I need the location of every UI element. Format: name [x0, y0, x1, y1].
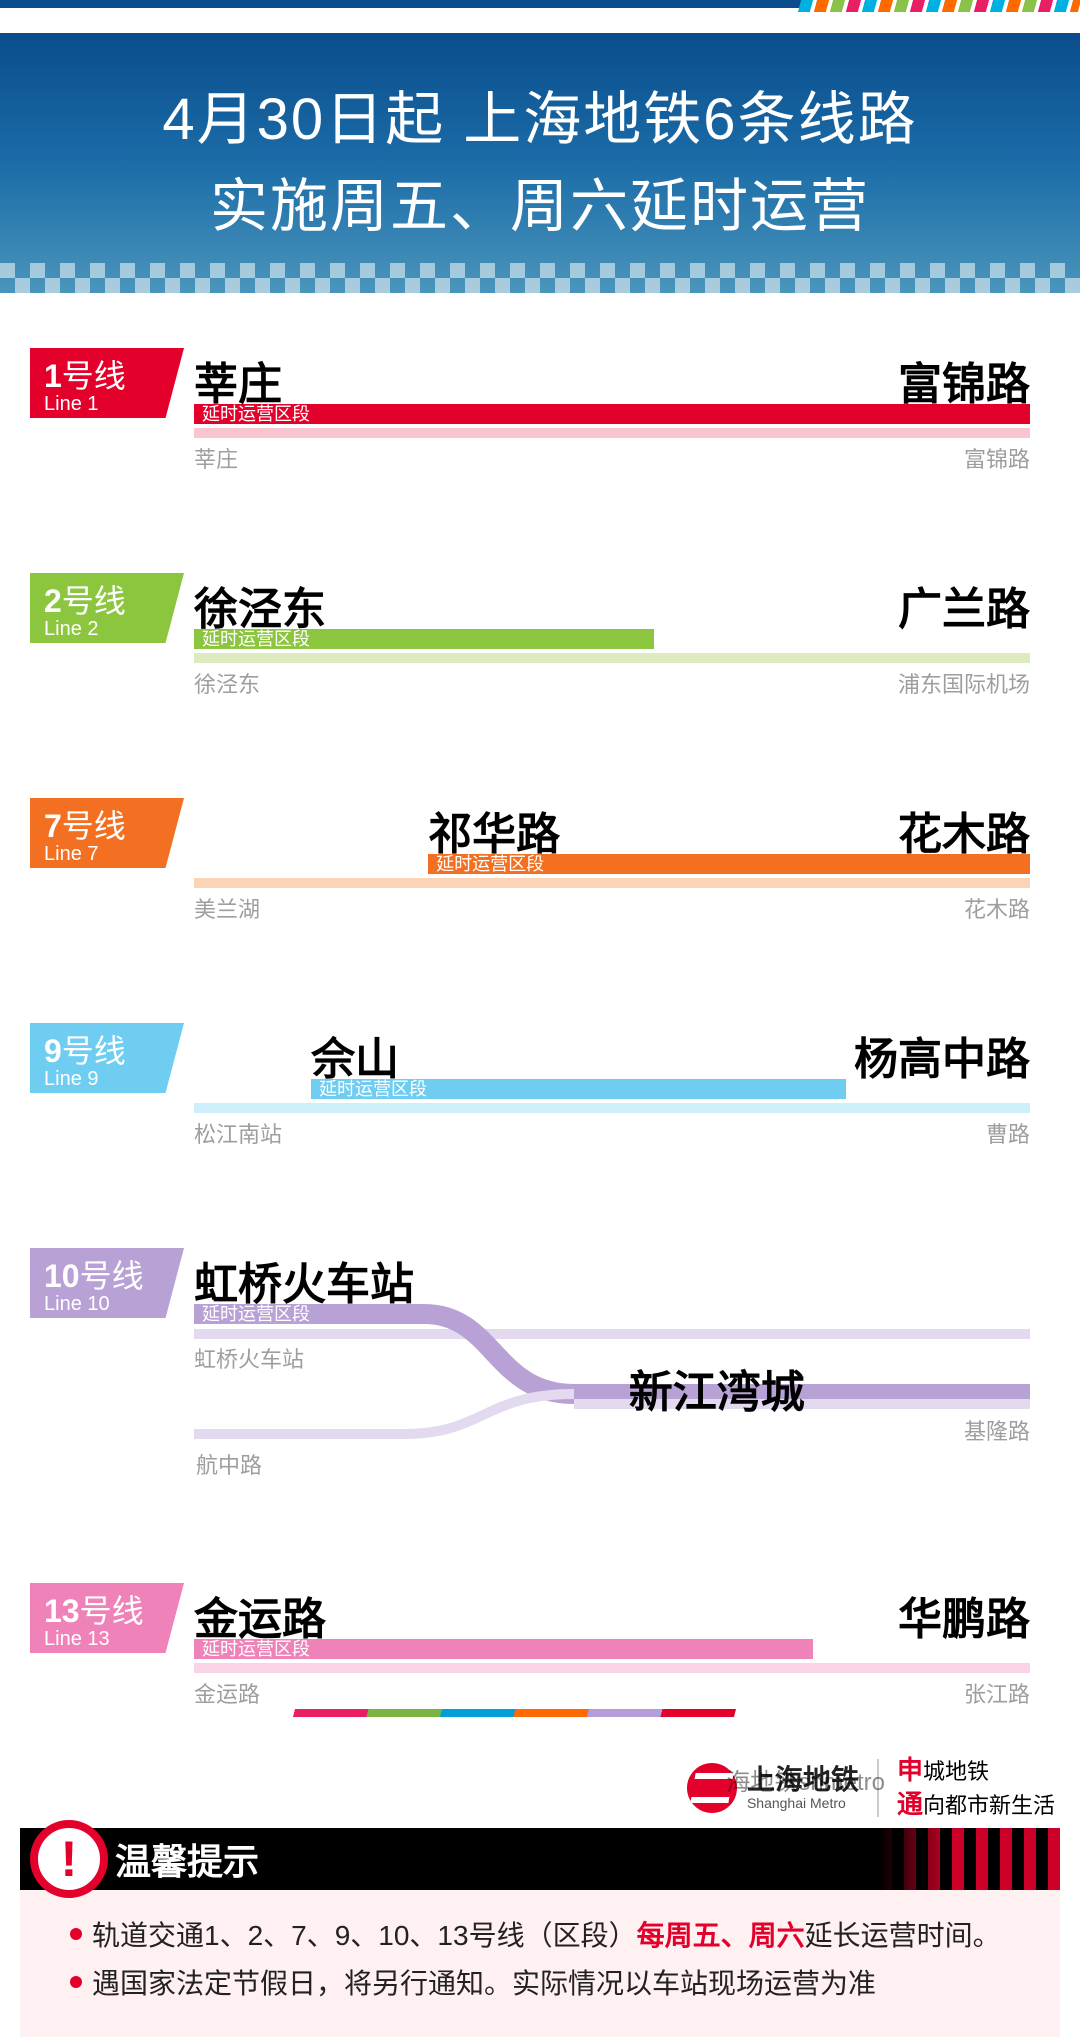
full-start-13: 金运路 [194, 1677, 260, 1709]
ext-end-9: 杨高中路 [854, 1023, 1030, 1087]
full-bar-2 [194, 653, 1030, 663]
track-2: 徐泾东 广兰路 延时运营区段 徐泾东 浦东国际机场 [194, 573, 1030, 625]
full-start-2: 徐泾东 [194, 667, 260, 699]
track-10: 虹桥火车站 延时运营区段 虹桥火车站 新江湾城 [194, 1248, 1030, 1300]
header-checker-pattern [0, 263, 1080, 293]
lines-area: 1号线 Line 1 莘庄 富锦路 延时运营区段 莘庄 富锦路 2号线 [0, 293, 1080, 1818]
top-accent-stripe [0, 0, 1080, 8]
line-row-10: 10号线 Line 10 虹桥火车站 延时运营区段 [30, 1248, 1030, 1528]
brand-en: Shanghai Metro [747, 1796, 859, 1811]
ext-start-10: 虹桥火车站 [194, 1248, 414, 1312]
track-9: 佘山 杨高中路 延时运营区段 松江南站 曹路 [194, 1023, 1030, 1075]
branch-svg-10 [194, 1304, 1030, 1474]
ext-end-1: 富锦路 [898, 348, 1030, 412]
ext-end-13: 华鹏路 [898, 1583, 1030, 1647]
tagline-rest2: 向都市新生活 [923, 1793, 1055, 1818]
ext-bar-1 [194, 404, 1030, 424]
tagline: 申城地铁 通向都市新生活 [897, 1754, 1055, 1822]
line-row-9: 9号线 Line 9 佘山 杨高中路 延时运营区段 松江南站 曹路 [30, 1023, 1030, 1193]
tagline-bold2: 通 [897, 1789, 923, 1819]
segment-tag-10: 延时运营区段 [194, 1304, 318, 1324]
line-badge-1: 1号线 Line 1 [30, 348, 184, 418]
line-badge-10: 10号线 Line 10 [30, 1248, 184, 1318]
ext-end-7: 花木路 [898, 798, 1030, 862]
ext-start-13: 金运路 [194, 1583, 326, 1647]
full-end-10: 基隆路 [964, 1414, 1030, 1446]
full-bar-13 [194, 1663, 1030, 1673]
header-line2: 实施周五、周六延时运营 [210, 174, 870, 239]
full-end-2: 浦东国际机场 [898, 667, 1030, 699]
line-badge-7: 7号线 Line 7 [30, 798, 184, 868]
ext-end-10: 新江湾城 [629, 1356, 805, 1420]
full-bar-1 [194, 428, 1030, 438]
segment-tag-13: 延时运营区段 [194, 1639, 318, 1659]
ext-start-2: 徐泾东 [194, 573, 326, 637]
full-end-1: 富锦路 [964, 442, 1030, 474]
line-badge-9: 9号线 Line 9 [30, 1023, 184, 1093]
full-start-10: 虹桥火车站 [194, 1342, 304, 1374]
tagline-bold1: 申 [897, 1755, 923, 1785]
ext-start-1: 莘庄 [194, 348, 282, 412]
full-start-1: 莘庄 [194, 442, 238, 474]
ext-start-9: 佘山 [311, 1023, 399, 1087]
line-row-13: 13号线 Line 13 金运路 华鹏路 延时运营区段 金运路 张江路 [30, 1583, 1030, 1753]
header-line1: 4月30日起 上海地铁6条线路 [162, 87, 917, 152]
alert-icon: ! [30, 1820, 108, 1898]
header-band: 4月30日起 上海地铁6条线路 实施周五、周六延时运营 [0, 33, 1080, 293]
full-end-9: 曹路 [986, 1117, 1030, 1149]
notice-item-1: 遇国家法定节假日，将另行通知。实际情况以车站现场运营为准 [70, 1960, 1030, 2008]
ext-end-2: 广兰路 [898, 573, 1030, 637]
segment-tag-2: 延时运营区段 [194, 629, 318, 649]
full-start-9: 松江南站 [194, 1117, 282, 1149]
notice-title: 温馨提示 [115, 1833, 259, 1885]
branch2-start-10: 航中路 [196, 1448, 262, 1480]
footer: 上海地铁 Shanghai Metro 申城地铁 通向都市新生活 海地铁shme… [0, 1754, 1055, 1822]
track-13: 金运路 华鹏路 延时运营区段 金运路 张江路 [194, 1583, 1030, 1635]
full-start-7: 美兰湖 [194, 892, 260, 924]
watermark-text: 海地铁shmetro [726, 1762, 885, 1797]
line-row-1: 1号线 Line 1 莘庄 富锦路 延时运营区段 莘庄 富锦路 [30, 348, 1030, 518]
line-badge-13: 13号线 Line 13 [30, 1583, 184, 1653]
segment-tag-7: 延时运营区段 [428, 854, 552, 874]
notice-item-0: 轨道交通1、2、7、9、10、13号线（区段）每周五、周六延长运营时间。 [70, 1912, 1030, 1960]
notice-body: 轨道交通1、2、7、9、10、13号线（区段）每周五、周六延长运营时间。遇国家法… [20, 1890, 1060, 2037]
segment-tag-9: 延时运营区段 [311, 1079, 435, 1099]
footer-color-stripe [0, 1709, 736, 1717]
notice-header: ! 温馨提示 [20, 1828, 1060, 1890]
ext-start-7: 祁华路 [428, 798, 560, 862]
line-row-2: 2号线 Line 2 徐泾东 广兰路 延时运营区段 徐泾东 浦东国际机场 [30, 573, 1030, 743]
track-7: 祁华路 花木路 延时运营区段 美兰湖 花木路 [194, 798, 1030, 850]
full-bar-7 [194, 878, 1030, 888]
full-end-13: 张江路 [964, 1677, 1030, 1709]
tagline-rest1: 城地铁 [923, 1759, 989, 1784]
segment-tag-1: 延时运营区段 [194, 404, 318, 424]
full-end-7: 花木路 [964, 892, 1030, 924]
notice-box: ! 温馨提示 轨道交通1、2、7、9、10、13号线（区段）每周五、周六延长运营… [20, 1828, 1060, 2037]
track-1: 莘庄 富锦路 延时运营区段 莘庄 富锦路 [194, 348, 1030, 400]
full-bar-9 [194, 1103, 1030, 1113]
line-badge-2: 2号线 Line 2 [30, 573, 184, 643]
line-row-7: 7号线 Line 7 祁华路 花木路 延时运营区段 美兰湖 花木路 [30, 798, 1030, 968]
